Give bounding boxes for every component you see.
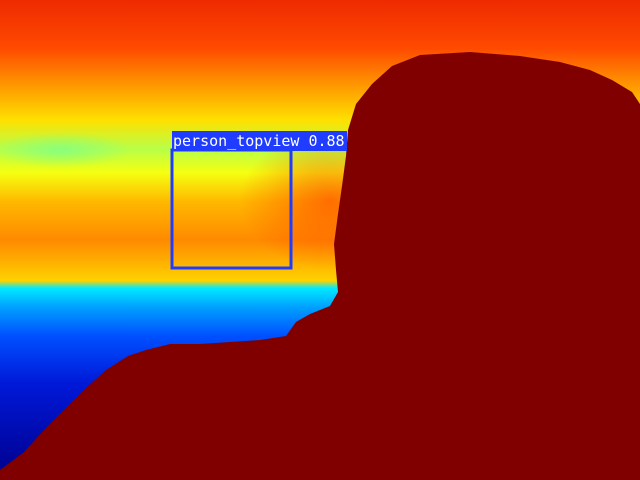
detection-class: person_topview: [173, 132, 300, 150]
person-silhouette: [0, 52, 640, 480]
cool-region: [0, 132, 130, 168]
detection-confidence: 0.88: [308, 132, 345, 150]
detection-label: person_topview 0.88: [172, 131, 347, 151]
